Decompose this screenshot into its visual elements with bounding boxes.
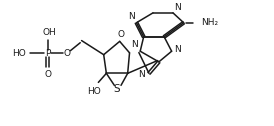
Text: O: O xyxy=(44,70,51,79)
Text: HO: HO xyxy=(12,49,26,58)
Text: N: N xyxy=(131,40,138,49)
Text: HO: HO xyxy=(87,87,101,96)
Text: N: N xyxy=(174,45,181,54)
Text: OH: OH xyxy=(42,28,56,37)
Text: S: S xyxy=(114,84,120,93)
Text: N: N xyxy=(174,3,181,11)
Text: P: P xyxy=(45,49,50,58)
Text: N: N xyxy=(138,70,145,79)
Text: O: O xyxy=(118,30,124,39)
Text: NH₂: NH₂ xyxy=(201,18,218,27)
Text: N: N xyxy=(128,12,135,21)
Text: O: O xyxy=(63,49,70,58)
